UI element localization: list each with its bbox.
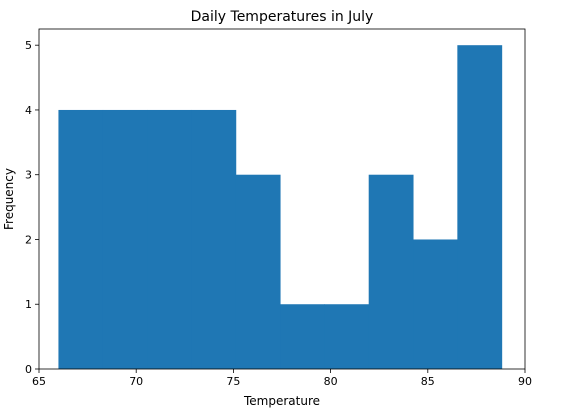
histogram-bar [235, 174, 281, 369]
histogram-bar [457, 45, 503, 369]
plot-frame [38, 28, 526, 370]
histogram-bar [368, 174, 414, 369]
y-tick-label: 1 [25, 298, 32, 311]
x-tick-label: 75 [226, 375, 240, 388]
x-tick-label: 90 [518, 375, 532, 388]
y-axis-label: Frequency [2, 168, 16, 230]
histogram-bar [58, 109, 104, 369]
y-tick-label: 4 [25, 104, 32, 117]
y-tick-label: 2 [25, 233, 32, 246]
histogram-bar [324, 304, 370, 369]
histogram-bars [58, 45, 503, 369]
x-tick-label: 70 [129, 375, 143, 388]
y-tick-label: 3 [25, 169, 32, 182]
y-axis-ticks: 0 1 2 3 4 5 [25, 39, 39, 376]
histogram-bar [102, 109, 148, 369]
histogram-bar [413, 239, 458, 369]
x-axis-label: Temperature [243, 394, 320, 408]
x-tick-label: 85 [421, 375, 435, 388]
histogram-bar [147, 109, 192, 369]
x-tick-label: 65 [32, 375, 46, 388]
histogram-bar [191, 109, 237, 369]
chart-title: Daily Temperatures in July [191, 9, 374, 25]
x-tick-label: 80 [324, 375, 338, 388]
y-tick-label: 0 [25, 363, 32, 376]
histogram-bar [280, 304, 325, 369]
axes-frame [38, 28, 526, 370]
x-axis-ticks: 65 70 75 80 85 90 [32, 369, 532, 388]
y-tick-label: 5 [25, 39, 32, 52]
